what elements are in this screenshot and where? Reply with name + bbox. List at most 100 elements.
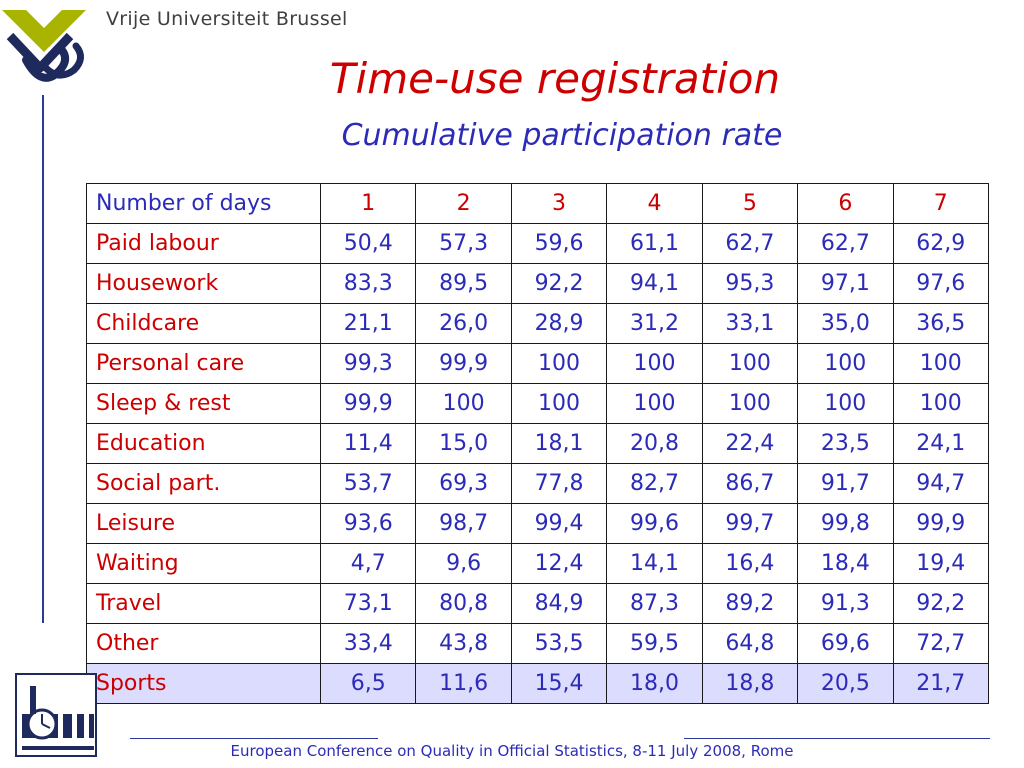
value-cell: 22,4 bbox=[701, 423, 799, 464]
value-cell: 73,1 bbox=[319, 583, 417, 624]
value-cell: 100 bbox=[606, 343, 703, 384]
value-cell: 100 bbox=[415, 383, 512, 424]
value-cell: 99,3 bbox=[319, 343, 417, 384]
row-label-cell: Social part. bbox=[86, 463, 321, 504]
table-row: Leisure 93,6 98,7 99,4 99,6 99,7 99,8 99,9 bbox=[86, 503, 990, 544]
value-cell: 62,7 bbox=[797, 223, 894, 264]
value-cell: 12,4 bbox=[510, 543, 608, 584]
day-header-cell: 5 bbox=[701, 183, 799, 224]
slide-subtitle: Cumulative participation rate bbox=[341, 118, 783, 153]
value-cell: 89,5 bbox=[415, 263, 512, 304]
value-cell: 64,8 bbox=[701, 623, 799, 664]
row-label-cell: Paid labour bbox=[86, 223, 321, 264]
value-cell: 26,0 bbox=[415, 303, 512, 344]
value-cell: 33,1 bbox=[701, 303, 799, 344]
value-cell: 97,6 bbox=[892, 263, 990, 304]
value-cell: 72,7 bbox=[892, 623, 990, 664]
value-cell: 33,4 bbox=[319, 623, 417, 664]
value-cell: 99,9 bbox=[319, 383, 417, 424]
value-cell: 100 bbox=[510, 383, 608, 424]
value-cell: 6,5 bbox=[319, 663, 417, 704]
value-cell: 50,4 bbox=[319, 223, 417, 264]
value-cell: 86,7 bbox=[701, 463, 799, 504]
row-label-cell: Travel bbox=[86, 583, 321, 624]
value-cell: 95,3 bbox=[701, 263, 799, 304]
value-cell: 91,7 bbox=[797, 463, 894, 504]
value-cell: 80,8 bbox=[415, 583, 512, 624]
value-cell: 4,7 bbox=[319, 543, 417, 584]
value-cell: 28,9 bbox=[510, 303, 608, 344]
value-cell: 92,2 bbox=[892, 583, 990, 624]
slide-title: Time-use registration bbox=[329, 54, 781, 103]
value-cell: 35,0 bbox=[797, 303, 894, 344]
row-label-cell: Leisure bbox=[86, 503, 321, 544]
value-cell: 94,7 bbox=[892, 463, 990, 504]
value-cell: 99,8 bbox=[797, 503, 894, 544]
value-cell: 43,8 bbox=[415, 623, 512, 664]
value-cell: 100 bbox=[606, 383, 703, 424]
value-cell: 97,1 bbox=[797, 263, 894, 304]
value-cell: 69,3 bbox=[415, 463, 512, 504]
value-cell: 92,2 bbox=[510, 263, 608, 304]
value-cell: 15,0 bbox=[415, 423, 512, 464]
value-cell: 89,2 bbox=[701, 583, 799, 624]
value-cell: 99,6 bbox=[606, 503, 703, 544]
value-cell: 11,4 bbox=[319, 423, 417, 464]
value-cell: 21,1 bbox=[319, 303, 417, 344]
table-row: Travel 73,1 80,8 84,9 87,3 89,2 91,3 92,2 bbox=[86, 583, 990, 624]
value-cell: 18,4 bbox=[797, 543, 894, 584]
value-cell: 62,9 bbox=[892, 223, 990, 264]
participation-rate-table: Number of days 1 2 3 4 5 6 7 Paid labour 50,4 57,3… bbox=[86, 183, 990, 704]
value-cell: 36,5 bbox=[892, 303, 990, 344]
table-row: Waiting 4,7 9,6 12,4 14,1 16,4 18,4 19,4 bbox=[86, 543, 990, 584]
value-cell: 87,3 bbox=[606, 583, 703, 624]
value-cell: 11,6 bbox=[415, 663, 512, 704]
value-cell: 99,9 bbox=[415, 343, 512, 384]
value-cell: 82,7 bbox=[606, 463, 703, 504]
value-cell: 21,7 bbox=[892, 663, 990, 704]
table-row: Childcare 21,1 26,0 28,9 31,2 33,1 35,0 36,5 bbox=[86, 303, 990, 344]
row-label-cell: Sleep & rest bbox=[86, 383, 321, 424]
row-label-cell: Education bbox=[86, 423, 321, 464]
vub-logo-icon bbox=[2, 10, 86, 82]
value-cell: 19,4 bbox=[892, 543, 990, 584]
day-header-cell: 3 bbox=[510, 183, 608, 224]
day-header-cell: 6 bbox=[797, 183, 894, 224]
table-row: Sports 6,5 11,6 15,4 18,0 18,8 20,5 21,7 bbox=[86, 663, 990, 704]
value-cell: 18,1 bbox=[510, 423, 608, 464]
table-row: Paid labour 50,4 57,3 59,6 61,1 62,7 62,7 62,9 bbox=[86, 223, 990, 264]
value-cell: 100 bbox=[701, 343, 799, 384]
value-cell: 69,6 bbox=[797, 623, 894, 664]
value-cell: 99,9 bbox=[892, 503, 990, 544]
value-cell: 61,1 bbox=[606, 223, 703, 264]
table-row: Social part. 53,7 69,3 77,8 82,7 86,7 91,7 94,7 bbox=[86, 463, 990, 504]
row-label-cell: Childcare bbox=[86, 303, 321, 344]
value-cell: 100 bbox=[797, 343, 894, 384]
value-cell: 15,4 bbox=[510, 663, 608, 704]
day-header-cell: 2 bbox=[415, 183, 512, 224]
table-header-row: Number of days 1 2 3 4 5 6 7 bbox=[86, 183, 990, 224]
footer-text: European Conference on Quality in Offici… bbox=[230, 742, 794, 760]
table-row: Housework 83,3 89,5 92,2 94,1 95,3 97,1 97,6 bbox=[86, 263, 990, 304]
value-cell: 16,4 bbox=[701, 543, 799, 584]
value-cell: 100 bbox=[892, 383, 990, 424]
value-cell: 100 bbox=[892, 343, 990, 384]
university-name: Vrije Universiteit Brussel bbox=[106, 8, 348, 30]
footer-line-left bbox=[130, 738, 378, 739]
value-cell: 99,4 bbox=[510, 503, 608, 544]
value-cell: 62,7 bbox=[701, 223, 799, 264]
value-cell: 31,2 bbox=[606, 303, 703, 344]
value-cell: 100 bbox=[797, 383, 894, 424]
value-cell: 9,6 bbox=[415, 543, 512, 584]
value-cell: 100 bbox=[510, 343, 608, 384]
row-label-cell: Other bbox=[86, 623, 321, 664]
row-label-cell: Waiting bbox=[86, 543, 321, 584]
row-label-cell: Personal care bbox=[86, 343, 321, 384]
footer-line-right bbox=[684, 738, 990, 739]
tor-logo-icon bbox=[15, 673, 97, 757]
left-divider-line bbox=[42, 95, 44, 623]
value-cell: 24,1 bbox=[892, 423, 990, 464]
row-label-cell: Sports bbox=[86, 663, 321, 704]
value-cell: 91,3 bbox=[797, 583, 894, 624]
value-cell: 100 bbox=[701, 383, 799, 424]
